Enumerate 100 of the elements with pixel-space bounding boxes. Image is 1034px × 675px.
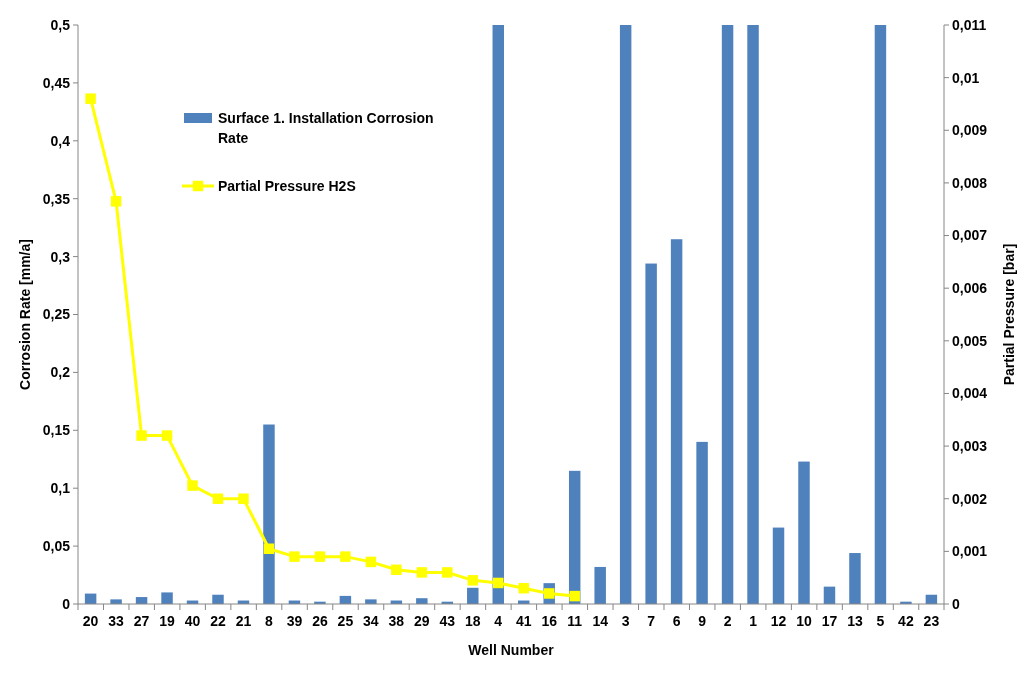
point [391, 564, 402, 576]
x-tick-label: 3 [621, 613, 630, 629]
y2-tick-label: 0,005 [952, 332, 988, 349]
bar [568, 470, 581, 604]
x-tick-label: 39 [286, 613, 303, 629]
bar [416, 598, 428, 604]
x-tick-label: 23 [923, 613, 940, 629]
bar [110, 599, 122, 604]
x-tick-label: 21 [235, 613, 252, 629]
y-tick-label: 0,45 [42, 74, 71, 91]
bar [594, 566, 606, 604]
bar [721, 25, 734, 604]
point [136, 430, 147, 441]
bar [798, 461, 810, 604]
point [161, 430, 173, 441]
y-tick-label: 0,4 [50, 132, 71, 149]
legend-label: Surface 1. Installation Corrosion Rate [218, 109, 434, 146]
bar [263, 424, 275, 604]
y-tick-label: 0,15 [42, 422, 71, 439]
bar [467, 587, 479, 604]
point [340, 551, 351, 562]
x-tick-label: 18 [464, 613, 481, 629]
x-tick-label: 6 [672, 613, 681, 629]
legend-label: Partial Pressure H2S [218, 177, 356, 194]
y-tick-label: 0,1 [50, 480, 71, 497]
x-tick-label: 5 [876, 613, 885, 629]
point [416, 567, 428, 578]
point [263, 543, 275, 554]
bar [492, 25, 504, 604]
x-tick-label: 29 [414, 613, 430, 629]
x-tick-label: 14 [592, 613, 609, 629]
y2-tick-label: 0,006 [952, 280, 988, 297]
point [543, 588, 555, 599]
y-tick-label: 0 [62, 595, 71, 612]
x-tick-label: 33 [108, 613, 125, 629]
y2-tick-label: 0,004 [952, 385, 988, 402]
x-tick-label: 9 [698, 613, 707, 629]
x-tick-label: 12 [770, 613, 787, 629]
y2-tick-label: 0,008 [952, 174, 988, 191]
y-tick-label: 0,05 [42, 538, 71, 554]
x-tick-label: 41 [515, 613, 532, 629]
y2-tick-label: 0,002 [952, 490, 988, 507]
bar [365, 599, 377, 604]
y-tick-label: 0,3 [50, 248, 71, 265]
x-tick-label: 20 [82, 613, 99, 629]
point [365, 556, 377, 568]
y-tick-label: 0,2 [50, 364, 71, 381]
x-tick-label: 43 [439, 613, 456, 629]
bar [670, 239, 683, 604]
x-tick-label: 38 [388, 613, 405, 629]
point [212, 493, 224, 504]
point [442, 567, 453, 578]
point [518, 582, 529, 594]
x-tick-label: 25 [337, 613, 354, 629]
x-axis-title: Well Number [468, 642, 555, 658]
bar [161, 592, 173, 604]
x-tick-label: 17 [821, 613, 838, 629]
x-tick-label: 7 [647, 613, 656, 629]
point [467, 575, 479, 586]
x-tick-label: 10 [796, 613, 812, 629]
y2-tick-label: 0,011 [952, 16, 987, 33]
y-axis-title: Corrosion Rate [mm/a] [17, 239, 33, 390]
point [289, 551, 300, 562]
x-tick-label: 40 [184, 613, 201, 629]
x-tick-label: 26 [312, 613, 328, 629]
point [238, 493, 249, 504]
y2-tick-label: 0,003 [952, 437, 988, 454]
bar [772, 527, 785, 604]
y2-tick-label: 0 [952, 595, 960, 612]
x-tick-label: 22 [210, 613, 226, 629]
x-tick-label: 16 [541, 613, 558, 629]
x-tick-label: 2 [723, 613, 732, 629]
point [85, 93, 96, 104]
point [493, 577, 504, 589]
y2-axis-title: Partial Pressure [bar] [1001, 243, 1017, 386]
point [110, 196, 122, 207]
x-tick-label: 13 [847, 613, 863, 629]
y2-tick-label: 0,009 [952, 122, 988, 139]
point [569, 590, 580, 602]
x-tick-label: 19 [159, 613, 176, 629]
y-tick-label: 0,25 [42, 306, 71, 323]
y2-tick-label: 0,007 [952, 227, 988, 244]
x-tick-label: 34 [363, 613, 379, 629]
y2-tick-label: 0,001 [952, 543, 988, 560]
point [187, 480, 198, 491]
bar [645, 263, 657, 604]
y-tick-label: 0,35 [42, 190, 71, 207]
x-tick-label: 4 [494, 613, 503, 629]
y2-tick-label: 0,01 [952, 69, 980, 86]
x-tick-label: 27 [133, 613, 150, 629]
bar [747, 25, 759, 604]
x-tick-label: 11 [567, 613, 583, 629]
bar [619, 25, 632, 604]
x-tick-label: 8 [265, 613, 274, 629]
y-tick-label: 0,5 [50, 16, 71, 33]
bar [212, 594, 224, 604]
x-tick-label: 42 [898, 613, 914, 629]
x-tick-label: 1 [749, 613, 758, 629]
point [314, 551, 326, 562]
bar [696, 441, 708, 604]
